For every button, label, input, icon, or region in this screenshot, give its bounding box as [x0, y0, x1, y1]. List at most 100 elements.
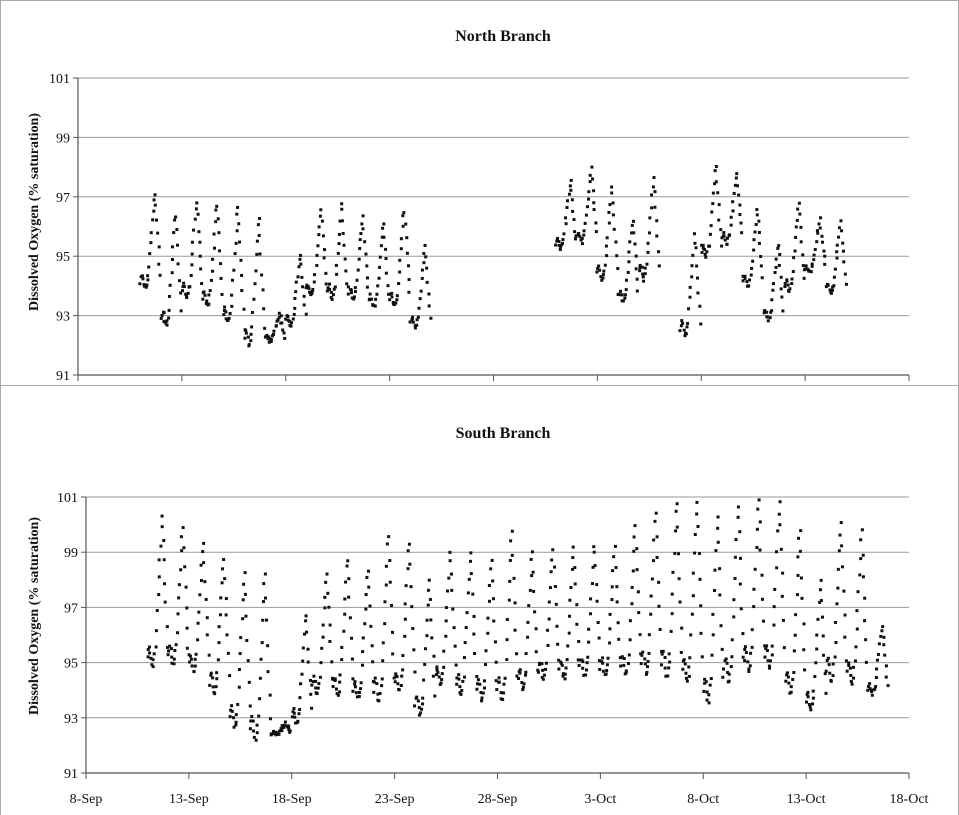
- data-point: [330, 297, 334, 301]
- data-point: [760, 573, 764, 577]
- data-point: [776, 246, 780, 250]
- data-point: [478, 682, 482, 686]
- data-point: [401, 214, 405, 218]
- data-point: [816, 617, 820, 621]
- data-point: [338, 673, 342, 677]
- data-point: [505, 617, 509, 621]
- data-point: [767, 664, 771, 668]
- data-point: [675, 502, 679, 506]
- data-point: [755, 208, 759, 212]
- data-point: [886, 684, 890, 688]
- data-point: [685, 325, 689, 329]
- data-point: [422, 251, 426, 255]
- data-point: [190, 263, 194, 267]
- data-point: [744, 651, 748, 655]
- data-point: [146, 278, 150, 282]
- data-point: [159, 544, 163, 548]
- data-point: [600, 660, 604, 664]
- data-point: [376, 692, 380, 696]
- data-point: [587, 190, 591, 194]
- data-point: [209, 673, 213, 677]
- data-point: [748, 278, 752, 282]
- data-point: [263, 572, 267, 576]
- data-point: [428, 597, 432, 601]
- data-point: [693, 241, 697, 245]
- data-point: [620, 655, 624, 659]
- data-point: [839, 521, 843, 525]
- data-point: [524, 670, 528, 674]
- data-point: [797, 536, 801, 540]
- data-point: [641, 272, 645, 276]
- data-point: [735, 172, 739, 176]
- data-point: [469, 551, 473, 555]
- data-point: [650, 206, 654, 210]
- data-point: [340, 645, 344, 649]
- data-point: [241, 598, 245, 602]
- data-point: [566, 199, 570, 203]
- data-point: [381, 641, 385, 645]
- data-point: [727, 679, 731, 683]
- data-point: [746, 660, 750, 664]
- data-point: [310, 289, 314, 293]
- data-point: [245, 638, 249, 642]
- data-point: [775, 566, 779, 570]
- data-point: [837, 226, 841, 230]
- data-point: [234, 720, 238, 724]
- data-point: [367, 585, 371, 589]
- data-point: [875, 667, 879, 671]
- data-point: [836, 567, 840, 571]
- data-point: [336, 251, 340, 255]
- data-point: [453, 644, 457, 648]
- data-point: [397, 282, 401, 286]
- data-point: [708, 683, 712, 687]
- data-point: [411, 315, 415, 319]
- data-point: [342, 629, 346, 633]
- data-point: [682, 658, 686, 662]
- data-point: [584, 668, 588, 672]
- data-point: [702, 689, 706, 693]
- data-point: [765, 649, 769, 653]
- data-point: [293, 296, 297, 300]
- data-point: [238, 240, 242, 244]
- data-point: [207, 293, 211, 297]
- data-point: [733, 576, 737, 580]
- data-point: [835, 243, 839, 247]
- data-point: [358, 247, 362, 251]
- data-point: [861, 575, 865, 579]
- data-point: [365, 285, 369, 289]
- data-point: [765, 644, 769, 648]
- data-point: [193, 664, 197, 668]
- data-point: [239, 258, 243, 262]
- data-point: [615, 254, 619, 258]
- data-point: [823, 262, 827, 266]
- data-point: [395, 298, 399, 302]
- data-point: [185, 296, 189, 300]
- north-branch-panel: [0, 0, 959, 385]
- data-point: [765, 315, 769, 319]
- data-point: [587, 640, 591, 644]
- data-point: [188, 660, 192, 664]
- data-point: [534, 650, 538, 654]
- data-point: [337, 232, 341, 236]
- data-point: [280, 724, 284, 728]
- data-point: [176, 631, 180, 635]
- data-point: [508, 579, 512, 583]
- data-point: [592, 545, 596, 549]
- data-point: [151, 658, 155, 662]
- data-point: [631, 569, 635, 573]
- data-point: [403, 602, 407, 606]
- data-point: [688, 656, 692, 660]
- data-point: [211, 257, 215, 261]
- data-point: [266, 337, 270, 341]
- data-point: [819, 216, 823, 220]
- data-point: [647, 633, 651, 637]
- data-point: [561, 672, 565, 676]
- data-point: [164, 321, 168, 325]
- data-point: [230, 293, 234, 297]
- data-point: [408, 320, 412, 324]
- data-point: [462, 656, 466, 660]
- data-point: [415, 318, 419, 322]
- data-point: [860, 528, 864, 532]
- data-point: [861, 553, 865, 557]
- data-point: [638, 633, 642, 637]
